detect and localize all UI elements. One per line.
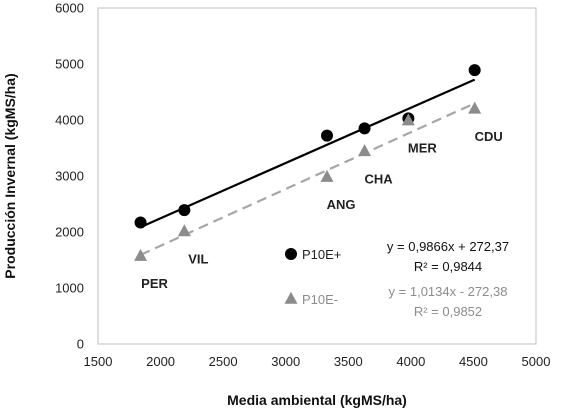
x-axis-title: Media ambiental (kgMS/ha) [227,392,407,408]
point-label: CDU [475,129,503,144]
triangle-marker [401,113,415,126]
x-tick-label: 5000 [522,354,551,369]
x-tick-label: 4000 [396,354,425,369]
trendlines [140,78,476,256]
axes: 1500 2000 2500 3000 3500 4000 4500 5000 0 1000 200… [55,1,550,370]
trendline-series-2 [140,102,476,256]
trendline-equation: y = 1,0134x - 272,38 [389,284,508,299]
triangle-marker [468,101,482,114]
y-axis-title: Producción Invernal (kgMS/ha) [2,73,18,278]
x-tick-label: 3500 [334,354,363,369]
circle-marker [468,64,481,77]
x-tick-label: 4500 [459,354,488,369]
y-tick-label: 0 [77,337,84,352]
legend: P10E+ y = 0,9866x + 272,37 R² = 0,9844 P10E… [284,239,509,319]
r-squared-label: R² = 0,9844 [414,259,482,274]
y-tick-label: 4000 [55,113,84,128]
point-label: MER [408,141,438,156]
x-tick-label: 2000 [146,354,175,369]
trendline-series-1 [140,78,476,229]
plot-frame [97,7,537,345]
point-label: ANG [327,197,356,212]
circle-marker [358,122,371,135]
legend-triangle-icon [284,291,298,304]
x-tick-label: 2500 [209,354,238,369]
r-squared-label: R² = 0,9852 [414,304,482,319]
x-tick-label: 3000 [271,354,300,369]
point-label: CHA [364,171,393,186]
triangle-marker [134,248,148,261]
circle-marker [321,129,334,142]
point-annotations: PER VIL ANG CHA MER CDU [141,129,503,291]
legend-label: P10E- [302,292,338,307]
data-markers [134,64,482,261]
trendline-equation: y = 0,9866x + 272,37 [387,239,509,254]
circle-marker [178,204,191,217]
triangle-marker [358,144,372,157]
y-tick-label: 1000 [55,281,84,296]
y-tick-label: 6000 [55,1,84,16]
legend-label: P10E+ [302,247,341,262]
circle-marker [134,216,147,229]
x-tick-label: 1500 [84,354,113,369]
triangle-marker [320,169,334,182]
y-tick-label: 5000 [55,57,84,72]
y-tick-label: 2000 [55,225,84,240]
y-tick-label: 3000 [55,169,84,184]
triangle-marker [177,224,191,237]
point-label: VIL [188,251,208,266]
point-label: PER [141,276,168,291]
legend-circle-icon [285,248,297,260]
